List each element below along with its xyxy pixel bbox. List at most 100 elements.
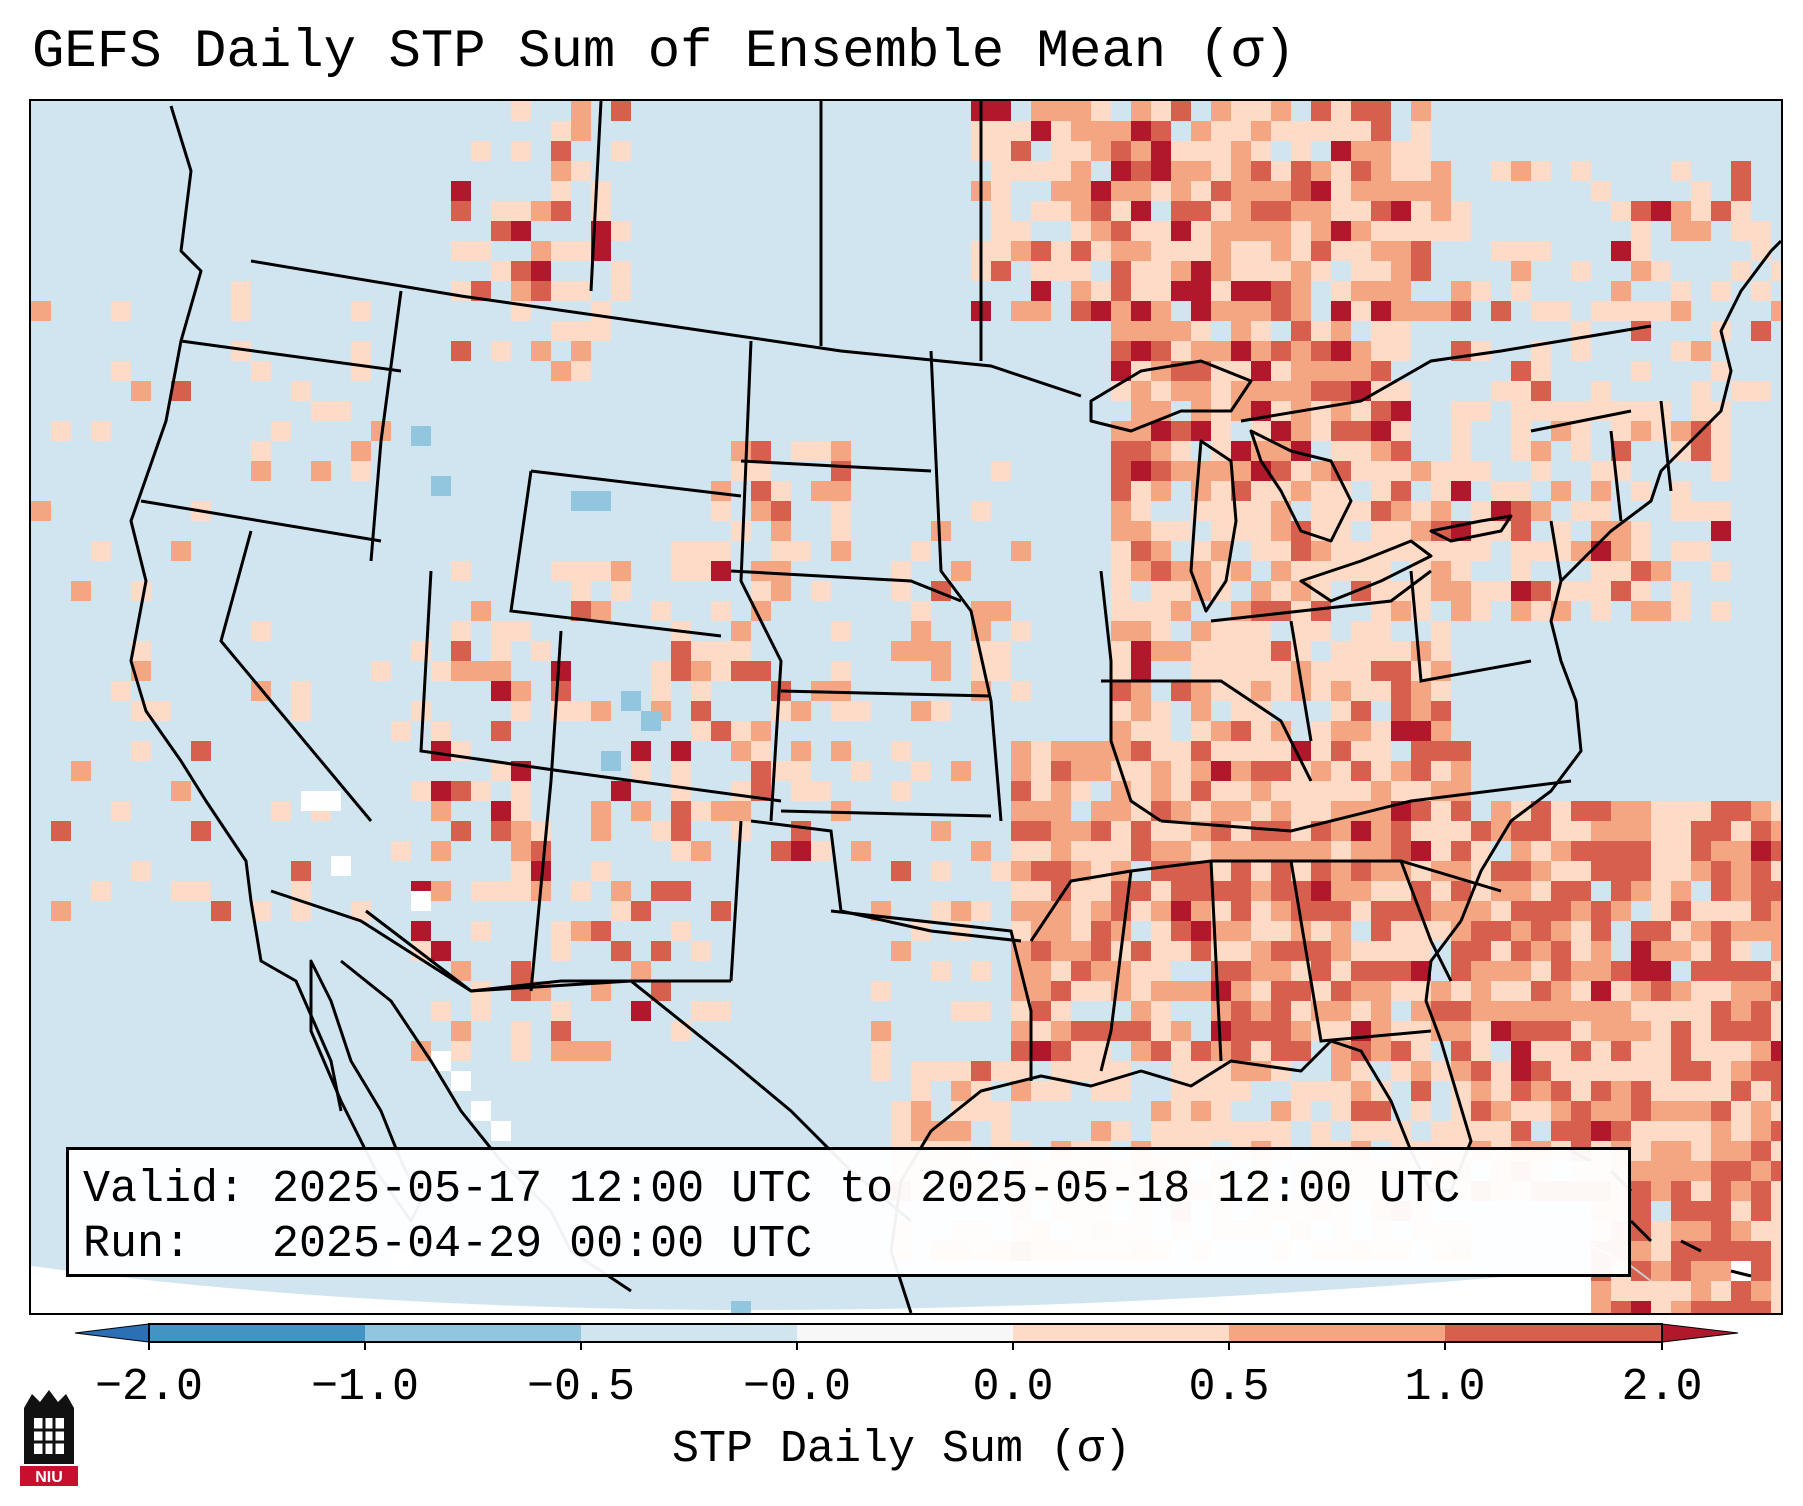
anomaly-cell [811,441,831,461]
anomaly-cell [1531,301,1551,321]
anomaly-cell [1751,881,1771,901]
anomaly-cell [1191,641,1211,661]
anomaly-cell [1691,201,1711,221]
anomaly-cell [1671,1001,1691,1021]
anomaly-cell [411,781,431,801]
anomaly-cell [1151,921,1171,941]
anomaly-cell [1611,1281,1631,1301]
anomaly-cell [511,881,531,901]
anomaly-cell [1431,201,1451,221]
colorbar [74,1323,1739,1350]
anomaly-cell [1011,1061,1031,1081]
anomaly-cell [1751,901,1771,921]
anomaly-cell [1651,301,1671,321]
anomaly-cell [1511,261,1531,281]
anomaly-cell [1231,441,1251,461]
anomaly-cell [771,481,791,501]
anomaly-cell [1111,321,1131,341]
anomaly-cell [1331,701,1351,721]
anomaly-cell [711,541,731,561]
anomaly-cell [1691,1001,1711,1021]
anomaly-cell [1471,981,1491,1001]
anomaly-cell [1251,581,1271,601]
anomaly-cell [551,241,571,261]
anomaly-cell [431,1051,451,1071]
anomaly-cell [1471,1061,1491,1081]
anomaly-cell [1231,461,1251,481]
anomaly-cell [511,701,531,721]
anomaly-cell [1751,1001,1771,1021]
anomaly-cell [1631,601,1651,621]
anomaly-cell [1271,581,1291,601]
anomaly-cell [1331,681,1351,701]
anomaly-cell [451,621,471,641]
anomaly-cell [591,701,611,721]
anomaly-cell [1751,1141,1771,1161]
anomaly-cell [1231,921,1251,941]
anomaly-cell [611,281,631,301]
anomaly-cell [1031,881,1051,901]
anomaly-cell [1611,881,1631,901]
anomaly-cell [1451,781,1471,801]
anomaly-cell [1151,841,1171,861]
anomaly-cell [1711,201,1731,221]
anomaly-cell [531,341,551,361]
anomaly-cell [1511,881,1531,901]
anomaly-cell [451,201,471,221]
anomaly-cell [1071,841,1091,861]
anomaly-cell [1291,241,1311,261]
anomaly-cell [1771,961,1781,981]
anomaly-cell [1171,241,1191,261]
anomaly-cell [971,961,991,981]
anomaly-cell [1511,961,1531,981]
anomaly-cell [1371,861,1391,881]
anomaly-cell [1131,181,1151,201]
anomaly-cell [1151,1041,1171,1061]
anomaly-cell [1591,1041,1611,1061]
anomaly-cell [1591,1081,1611,1101]
anomaly-cell [1351,941,1371,961]
anomaly-cell [1331,541,1351,561]
anomaly-cell [1231,1081,1251,1101]
anomaly-cell [591,561,611,581]
anomaly-cell [291,901,311,921]
anomaly-cell [1731,221,1751,241]
anomaly-cell [1531,541,1551,561]
anomaly-cell [1471,1101,1491,1121]
anomaly-cell [1031,941,1051,961]
anomaly-cell [671,661,691,681]
anomaly-cell [1611,1061,1631,1081]
anomaly-cell [1731,841,1751,861]
anomaly-cell [1251,741,1271,761]
anomaly-cell [1431,1061,1451,1081]
anomaly-cell [1311,741,1331,761]
anomaly-cell [1751,281,1771,301]
anomaly-cell [321,791,341,811]
anomaly-cell [1611,1121,1631,1141]
anomaly-cell [911,701,931,721]
anomaly-cell [1251,601,1271,621]
anomaly-cell [1351,421,1371,441]
anomaly-cell [1251,661,1271,681]
anomaly-cell [1591,941,1611,961]
anomaly-cell [1071,1021,1091,1041]
anomaly-cell [311,401,331,421]
anomaly-cell [1491,381,1511,401]
anomaly-cell [1191,461,1211,481]
anomaly-cell [1631,1041,1651,1061]
anomaly-cell [1231,1001,1251,1021]
anomaly-cell [1291,261,1311,281]
anomaly-cell [951,1001,971,1021]
anomaly-cell [911,1081,931,1101]
anomaly-cell [1271,881,1291,901]
anomaly-cell [1091,181,1111,201]
anomaly-cell [1691,1121,1711,1141]
anomaly-cell [991,161,1011,181]
anomaly-cell [1591,861,1611,881]
anomaly-cell [1411,1061,1431,1081]
anomaly-cell [1111,281,1131,301]
anomaly-cell [1351,761,1371,781]
anomaly-cell [1191,741,1211,761]
anomaly-cell [1351,621,1371,641]
anomaly-cell [831,501,851,521]
